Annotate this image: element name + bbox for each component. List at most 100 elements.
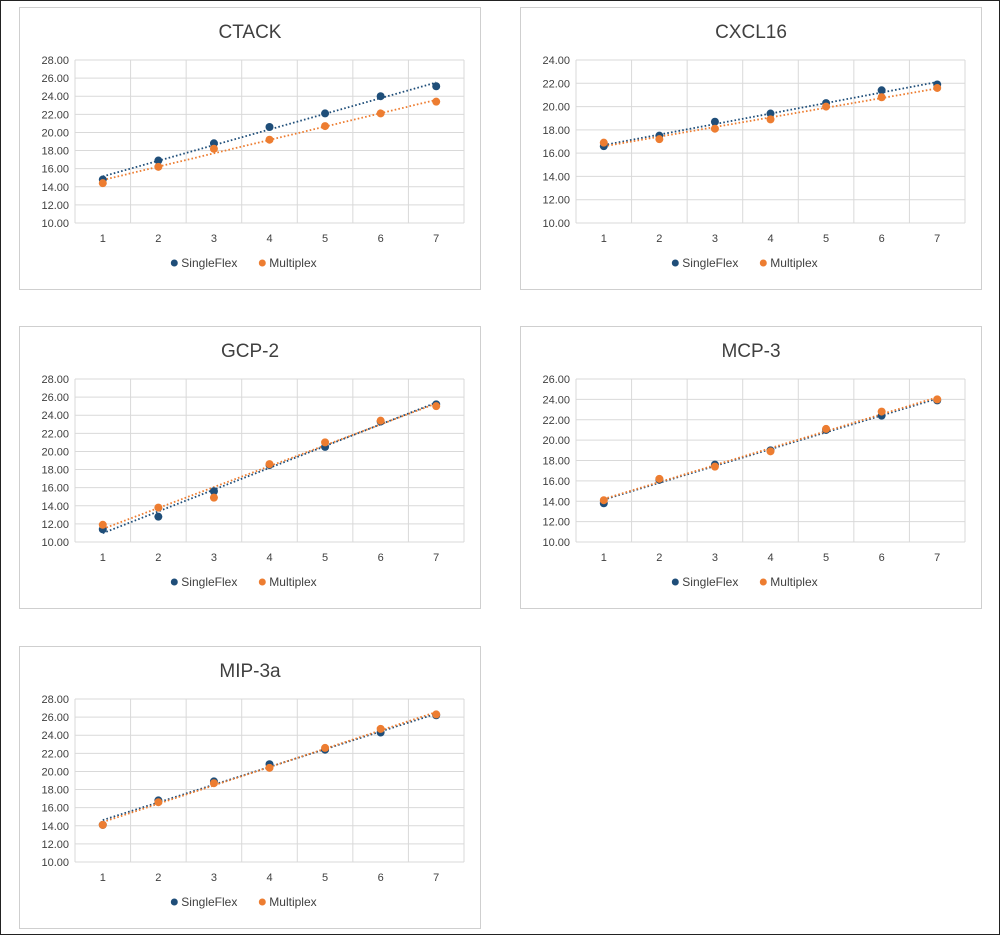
chart-title: CXCL16	[715, 22, 787, 43]
data-point-multiplex	[822, 424, 831, 433]
x-tick-label: 6	[378, 872, 384, 884]
y-tick-label: 16.00	[542, 476, 570, 488]
x-tick-label: 1	[100, 552, 106, 564]
data-point-multiplex	[209, 144, 218, 153]
legend-marker-singleflex	[170, 259, 178, 267]
x-tick-label: 7	[934, 552, 940, 564]
x-tick-label: 2	[155, 233, 161, 245]
x-tick-label: 2	[155, 552, 161, 564]
chart-svg: MIP-3a 10.00 12.00 14.00 16.00 18.00 20.00 22.0…	[41, 661, 465, 909]
y-tick-label: 18.00	[41, 785, 69, 797]
data-point-multiplex	[655, 474, 664, 483]
y-tick-label: 20.00	[41, 766, 69, 778]
data-point-multiplex	[265, 135, 274, 144]
y-tick-label: 20.00	[41, 127, 69, 139]
data-point-multiplex	[432, 710, 441, 719]
y-tick-label: 22.00	[41, 428, 69, 440]
data-point-multiplex	[710, 462, 719, 471]
legend-label-multiplex: Multiplex	[770, 575, 817, 589]
y-tick-label: 12.00	[542, 517, 570, 529]
y-tick-label: 22.00	[41, 748, 69, 760]
y-tick-label: 14.00	[41, 182, 69, 194]
data-point-multiplex	[599, 138, 608, 147]
legend-label-singleflex: SingleFlex	[682, 575, 738, 589]
data-point-multiplex	[265, 460, 274, 469]
data-point-singleflex	[432, 82, 441, 91]
y-tick-label: 24.00	[41, 410, 69, 422]
data-point-multiplex	[321, 438, 330, 447]
legend-marker-multiplex	[258, 259, 266, 267]
y-tick-label: 26.00	[41, 712, 69, 724]
x-tick-label: 4	[767, 233, 773, 245]
y-tick-label: 22.00	[542, 78, 570, 90]
x-tick-label: 2	[155, 872, 161, 884]
x-tick-label: 3	[712, 233, 718, 245]
x-tick-label: 5	[823, 233, 829, 245]
y-tick-label: 20.00	[542, 102, 570, 114]
y-tick-label: 10.00	[542, 218, 570, 230]
data-point-multiplex	[265, 763, 274, 772]
y-tick-label: 24.00	[542, 394, 570, 406]
data-point-multiplex	[376, 416, 385, 425]
y-tick-label: 10.00	[41, 218, 69, 230]
x-tick-label: 7	[433, 552, 439, 564]
data-point-multiplex	[321, 743, 330, 752]
data-point-multiplex	[655, 135, 664, 144]
x-tick-label: 3	[211, 233, 217, 245]
legend-label-singleflex: SingleFlex	[181, 256, 237, 270]
x-tick-label: 6	[378, 552, 384, 564]
y-tick-label: 22.00	[542, 415, 570, 427]
chart-title: CTACK	[219, 22, 282, 43]
data-point-multiplex	[376, 109, 385, 118]
data-point-multiplex	[432, 97, 441, 106]
y-tick-label: 22.00	[41, 109, 69, 121]
y-tick-label: 26.00	[542, 374, 570, 386]
chart-panel-mcp-3: MCP-3 10.00 12.00 14.00 16.00 18.00 20.00 22.00…	[520, 326, 982, 609]
x-tick-label: 5	[322, 872, 328, 884]
x-tick-label: 2	[656, 552, 662, 564]
x-tick-label: 2	[656, 233, 662, 245]
data-point-multiplex	[154, 503, 163, 512]
chart-svg: CTACK 10.00 12.00 14.00 16.00 18.00 20.00 22.00…	[41, 22, 465, 270]
x-tick-label: 7	[934, 233, 940, 245]
legend-label-multiplex: Multiplex	[770, 256, 817, 270]
data-point-multiplex	[877, 407, 886, 416]
data-point-multiplex	[933, 83, 942, 92]
y-tick-label: 10.00	[41, 857, 69, 869]
legend-marker-singleflex	[170, 898, 178, 906]
data-point-multiplex	[98, 520, 107, 529]
legend-label-multiplex: Multiplex	[269, 895, 316, 909]
data-point-multiplex	[766, 115, 775, 124]
x-tick-label: 1	[601, 552, 607, 564]
data-point-multiplex	[154, 798, 163, 807]
legend-marker-multiplex	[258, 578, 266, 586]
y-tick-label: 12.00	[41, 519, 69, 531]
x-tick-label: 1	[100, 872, 106, 884]
x-tick-label: 3	[712, 552, 718, 564]
legend-marker-multiplex	[258, 898, 266, 906]
chart-panel-ctack: CTACK 10.00 12.00 14.00 16.00 18.00 20.00 22.00…	[19, 7, 481, 290]
x-tick-label: 7	[433, 872, 439, 884]
legend-label-singleflex: SingleFlex	[682, 256, 738, 270]
y-tick-label: 26.00	[41, 392, 69, 404]
legend-label-singleflex: SingleFlex	[181, 575, 237, 589]
chart-title: GCP-2	[221, 341, 279, 362]
x-tick-label: 7	[433, 233, 439, 245]
chart-title: MIP-3a	[219, 661, 281, 682]
x-tick-label: 4	[266, 872, 272, 884]
chart-svg: CXCL16 10.00 12.00 14.00 16.00 18.00 20.00 22.0…	[542, 22, 966, 270]
legend-marker-multiplex	[759, 259, 767, 267]
legend-label-multiplex: Multiplex	[269, 256, 316, 270]
x-tick-label: 4	[767, 552, 773, 564]
x-tick-label: 5	[322, 233, 328, 245]
data-point-multiplex	[766, 447, 775, 456]
y-tick-label: 16.00	[41, 483, 69, 495]
data-point-singleflex	[154, 512, 163, 521]
y-tick-label: 28.00	[41, 694, 69, 706]
y-tick-label: 18.00	[542, 125, 570, 137]
data-point-multiplex	[98, 179, 107, 188]
x-tick-label: 6	[879, 233, 885, 245]
x-tick-label: 3	[211, 872, 217, 884]
y-tick-label: 14.00	[542, 171, 570, 183]
